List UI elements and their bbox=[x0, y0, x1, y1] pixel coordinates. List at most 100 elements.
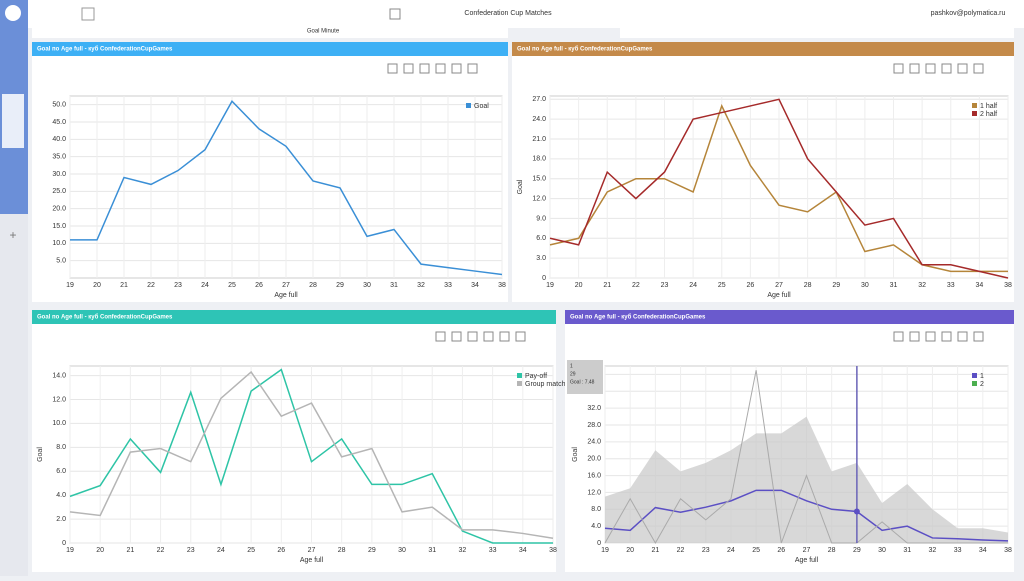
toolbar-icon[interactable] bbox=[941, 331, 952, 342]
x-tick-label: 19 bbox=[601, 547, 609, 554]
toolbar-icon[interactable] bbox=[435, 63, 446, 74]
above-label: Goal Minute bbox=[307, 29, 340, 35]
legend-swatch bbox=[517, 373, 522, 378]
toolbar-icon[interactable] bbox=[435, 331, 446, 342]
x-tick-label: 28 bbox=[828, 547, 836, 554]
x-tick-label: 32 bbox=[918, 282, 926, 289]
toolbar-icon[interactable] bbox=[467, 63, 478, 74]
x-tick-label: 23 bbox=[661, 282, 669, 289]
y-tick-label: 12.0 bbox=[532, 195, 546, 202]
x-tick-label: 20 bbox=[575, 282, 583, 289]
x-tick-label: 31 bbox=[903, 547, 911, 554]
x-tick-label: 25 bbox=[752, 547, 760, 554]
line bbox=[549, 103, 1008, 273]
y-tick-label: 5.0 bbox=[56, 258, 66, 265]
x-tick-label: 22 bbox=[677, 547, 685, 554]
legend-swatch bbox=[972, 373, 977, 378]
toolbar-icon[interactable] bbox=[925, 63, 936, 74]
y-tick-label: 4.0 bbox=[56, 492, 66, 499]
x-tick-label: 24 bbox=[727, 547, 735, 554]
x-tick-label: 31 bbox=[890, 282, 898, 289]
logo[interactable] bbox=[5, 5, 21, 21]
y-tick-label: 0 bbox=[542, 275, 546, 282]
x-axis-label: Age full bbox=[300, 557, 324, 564]
panel-header bbox=[512, 42, 1014, 56]
x-tick-label: 38 bbox=[1004, 547, 1012, 554]
x-axis-label: Age full bbox=[274, 292, 298, 299]
x-tick-label: 19 bbox=[66, 547, 74, 554]
tooltip-value: Goal : 7.48 bbox=[570, 379, 595, 385]
toolbar-icon[interactable] bbox=[909, 63, 920, 74]
toolbar-icon[interactable] bbox=[499, 331, 510, 342]
panel-header bbox=[32, 42, 508, 56]
x-tick-label: 27 bbox=[803, 547, 811, 554]
y-tick-label: 24.0 bbox=[532, 116, 546, 123]
toolbar-icon[interactable] bbox=[451, 331, 462, 342]
toolbar-icon[interactable] bbox=[941, 63, 952, 74]
x-tick-label: 21 bbox=[120, 282, 128, 289]
x-tick-label: 20 bbox=[626, 547, 634, 554]
toolbar-icon[interactable] bbox=[957, 331, 968, 342]
y-tick-label: 4.0 bbox=[591, 523, 601, 530]
toolbar-icon[interactable] bbox=[467, 331, 478, 342]
x-tick-label: 29 bbox=[336, 282, 344, 289]
y-tick-label: 15.0 bbox=[532, 176, 546, 183]
toolbar-icon[interactable] bbox=[483, 331, 494, 342]
toolbar-icon[interactable] bbox=[515, 331, 526, 342]
x-tick-label: 27 bbox=[308, 547, 316, 554]
x-tick-label: 30 bbox=[363, 282, 371, 289]
x-tick-label: 32 bbox=[929, 547, 937, 554]
legend-label: 1 bbox=[980, 373, 984, 380]
legend-label: 2 bbox=[980, 381, 984, 388]
x-tick-label: 20 bbox=[93, 282, 101, 289]
x-tick-label: 21 bbox=[603, 282, 611, 289]
y-tick-label: 40.0 bbox=[52, 136, 66, 143]
x-tick-label: 33 bbox=[954, 547, 962, 554]
cube-icon[interactable] bbox=[81, 7, 95, 21]
toolbar-icon[interactable] bbox=[957, 63, 968, 74]
cursor-point bbox=[853, 508, 860, 515]
toolbar-icon[interactable] bbox=[893, 331, 904, 342]
toolbar-icon[interactable] bbox=[893, 63, 904, 74]
panel-title: Goal по Age full - куб ConfederationCupG… bbox=[37, 46, 173, 53]
x-tick-label: 24 bbox=[201, 282, 209, 289]
y-tick-label: 25.0 bbox=[52, 188, 66, 195]
legend-swatch bbox=[466, 103, 471, 108]
toolbar-icon[interactable] bbox=[973, 63, 984, 74]
x-tick-label: 21 bbox=[126, 547, 134, 554]
panel-header bbox=[32, 310, 556, 324]
top-bar bbox=[0, 0, 1024, 28]
toolbar-icon[interactable] bbox=[451, 63, 462, 74]
y-tick-label: 10.0 bbox=[52, 420, 66, 427]
toolbar-icon[interactable] bbox=[909, 331, 920, 342]
toolbar-icon[interactable] bbox=[403, 63, 414, 74]
y-tick-label: 3.0 bbox=[536, 255, 546, 262]
x-tick-label: 33 bbox=[444, 282, 452, 289]
panel-title: Goal по Age full - куб ConfederationCupG… bbox=[37, 314, 173, 321]
line bbox=[70, 99, 503, 276]
x-tick-label: 28 bbox=[804, 282, 812, 289]
thumbnail[interactable] bbox=[2, 94, 24, 148]
x-tick-label: 28 bbox=[309, 282, 317, 289]
x-tick-label: 25 bbox=[228, 282, 236, 289]
layout-icon[interactable] bbox=[389, 8, 401, 20]
x-tick-label: 23 bbox=[702, 547, 710, 554]
y-tick-label: 2.0 bbox=[56, 516, 66, 523]
x-tick-label: 23 bbox=[174, 282, 182, 289]
y-tick-label: 28.0 bbox=[587, 422, 601, 429]
x-tick-label: 25 bbox=[718, 282, 726, 289]
tooltip-series: 1 bbox=[570, 363, 573, 369]
x-tick-label: 19 bbox=[66, 282, 74, 289]
user-name[interactable]: pashkov@polymatica.ru bbox=[931, 10, 1006, 17]
toolbar-icon[interactable] bbox=[973, 331, 984, 342]
add-button[interactable]: + bbox=[9, 228, 16, 242]
toolbar-icon[interactable] bbox=[925, 331, 936, 342]
x-tick-label: 30 bbox=[861, 282, 869, 289]
legend-label: 2 half bbox=[980, 111, 997, 118]
legend-label: 1 half bbox=[980, 103, 997, 110]
sidebar-lower bbox=[0, 214, 28, 576]
toolbar-icon[interactable] bbox=[387, 63, 398, 74]
toolbar-icon[interactable] bbox=[419, 63, 430, 74]
y-tick-label: 10.0 bbox=[52, 240, 66, 247]
legend-swatch bbox=[972, 103, 977, 108]
